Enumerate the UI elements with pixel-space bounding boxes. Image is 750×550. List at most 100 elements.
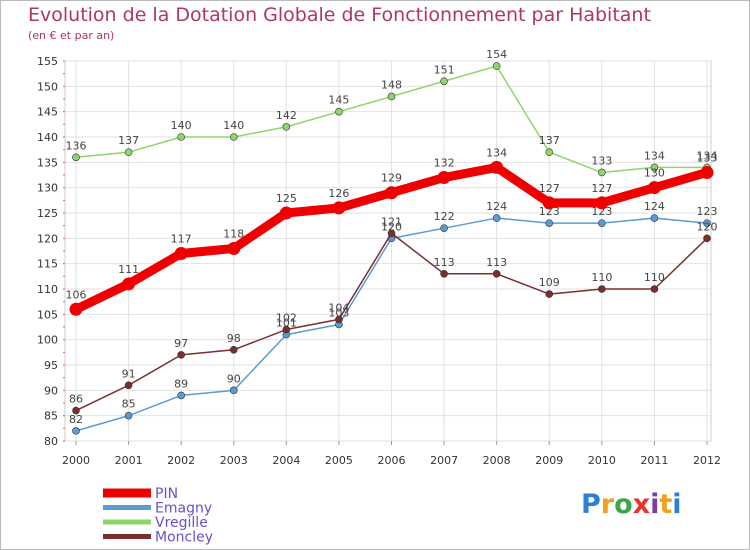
proxiti-logo: Proxiti [581, 489, 682, 520]
logo-letter: r [600, 489, 615, 520]
data-point-pin [69, 302, 83, 316]
data-point-moncley [335, 315, 343, 324]
y-tick-label: 130 [37, 182, 58, 195]
data-label-pin: 118 [223, 227, 244, 240]
logo-letter: P [581, 489, 601, 520]
data-label-moncley: 91 [122, 367, 136, 380]
data-label-moncley: 120 [697, 220, 718, 233]
data-point-pin [279, 206, 293, 220]
data-label-pin: 127 [591, 182, 612, 195]
data-point-vregille [124, 148, 133, 156]
data-point-moncley [440, 269, 448, 278]
data-point-pin [700, 165, 714, 179]
data-label-vregille: 134 [644, 149, 665, 162]
data-point-moncley [598, 285, 606, 293]
data-point-pin [542, 196, 556, 210]
logo-letter: t [659, 489, 673, 520]
data-label-emagny: 124 [644, 200, 665, 213]
data-point-pin [595, 196, 609, 210]
data-label-emagny: 123 [697, 205, 718, 218]
data-label-emagny: 101 [276, 317, 297, 330]
data-point-vregille [440, 77, 448, 86]
legend-label-pin: PIN [155, 486, 178, 502]
data-label-moncley: 102 [276, 312, 297, 325]
x-tick-label: 2003 [220, 454, 248, 467]
y-tick-label: 155 [37, 55, 58, 68]
y-tick-label: 115 [37, 258, 58, 271]
data-point-moncley [72, 406, 80, 415]
data-point-pin [332, 201, 346, 215]
data-point-vregille [335, 107, 343, 116]
data-label-pin: 132 [434, 157, 455, 170]
data-label-pin: 129 [381, 172, 402, 185]
x-tick-label: 2006 [378, 454, 406, 467]
data-label-pin: 125 [276, 192, 297, 205]
x-tick-label: 2009 [535, 454, 563, 467]
data-label-vregille: 151 [434, 63, 455, 76]
data-label-emagny: 122 [434, 210, 455, 223]
data-point-emagny [650, 214, 659, 222]
x-tick-label: 2001 [115, 454, 143, 467]
data-label-moncley: 113 [434, 256, 455, 269]
data-label-moncley: 86 [69, 393, 83, 406]
data-label-emagny: 123 [539, 205, 560, 218]
legend-label-vregille: Vregille [155, 515, 208, 531]
data-label-emagny: 103 [328, 306, 349, 319]
y-tick-label: 145 [37, 106, 58, 119]
x-tick-label: 2002 [167, 454, 195, 467]
y-tick-label: 135 [37, 156, 58, 169]
data-point-vregille [72, 153, 80, 162]
data-point-moncley [124, 381, 133, 390]
legend-label-moncley: Moncley [155, 530, 213, 546]
x-tick-label: 2008 [483, 454, 511, 467]
data-point-pin [122, 277, 136, 291]
data-label-moncley: 109 [539, 276, 560, 289]
legend-label-emagny: Emagny [155, 501, 212, 517]
data-label-pin: 117 [171, 233, 192, 246]
y-tick-label: 95 [44, 359, 58, 372]
y-tick-label: 125 [37, 207, 58, 220]
data-label-pin: 133 [697, 151, 718, 164]
data-point-vregille [387, 92, 396, 101]
data-point-vregille [598, 168, 606, 177]
data-label-vregille: 142 [276, 109, 297, 122]
data-point-moncley [545, 290, 554, 298]
chart-title: Evolution de la Dotation Globale de Fonc… [28, 4, 651, 26]
data-point-emagny [492, 214, 501, 222]
axis-layer: 80 85 90 95 100 105 110 115 120 125 130 135 140 145 15… [37, 55, 721, 467]
data-label-emagny: 90 [227, 372, 241, 385]
data-point-emagny [72, 427, 80, 435]
data-label-vregille: 145 [328, 94, 349, 107]
x-tick-label: 2007 [430, 454, 458, 467]
grid-layer [64, 60, 712, 442]
y-tick-label: 80 [44, 435, 58, 448]
data-label-moncley: 110 [591, 271, 612, 284]
data-label-vregille: 133 [591, 154, 612, 167]
data-label-pin: 127 [539, 182, 560, 195]
data-label-moncley: 104 [328, 301, 349, 314]
data-label-vregille: 137 [539, 134, 560, 147]
logo-letter: o [614, 489, 633, 520]
logo-letter: i [650, 489, 660, 520]
data-point-vregille [282, 123, 291, 131]
data-label-vregille: 137 [118, 134, 139, 147]
data-label-emagny: 120 [381, 220, 402, 233]
data-point-pin [647, 181, 661, 195]
data-point-moncley [177, 351, 185, 359]
data-label-pin: 126 [328, 187, 349, 200]
x-tick-label: 2010 [588, 454, 616, 467]
data-point-emagny [703, 219, 711, 227]
data-label-vregille: 140 [223, 119, 244, 132]
data-label-vregille: 154 [486, 48, 507, 61]
data-label-vregille: 148 [381, 78, 402, 91]
x-tick-label: 2004 [272, 454, 300, 467]
data-point-moncley [387, 229, 396, 238]
x-tick-label: 2000 [62, 454, 90, 467]
data-label-emagny: 85 [122, 398, 136, 411]
data-point-vregille [545, 148, 554, 156]
data-label-moncley: 98 [227, 332, 241, 345]
data-point-pin [227, 241, 241, 255]
